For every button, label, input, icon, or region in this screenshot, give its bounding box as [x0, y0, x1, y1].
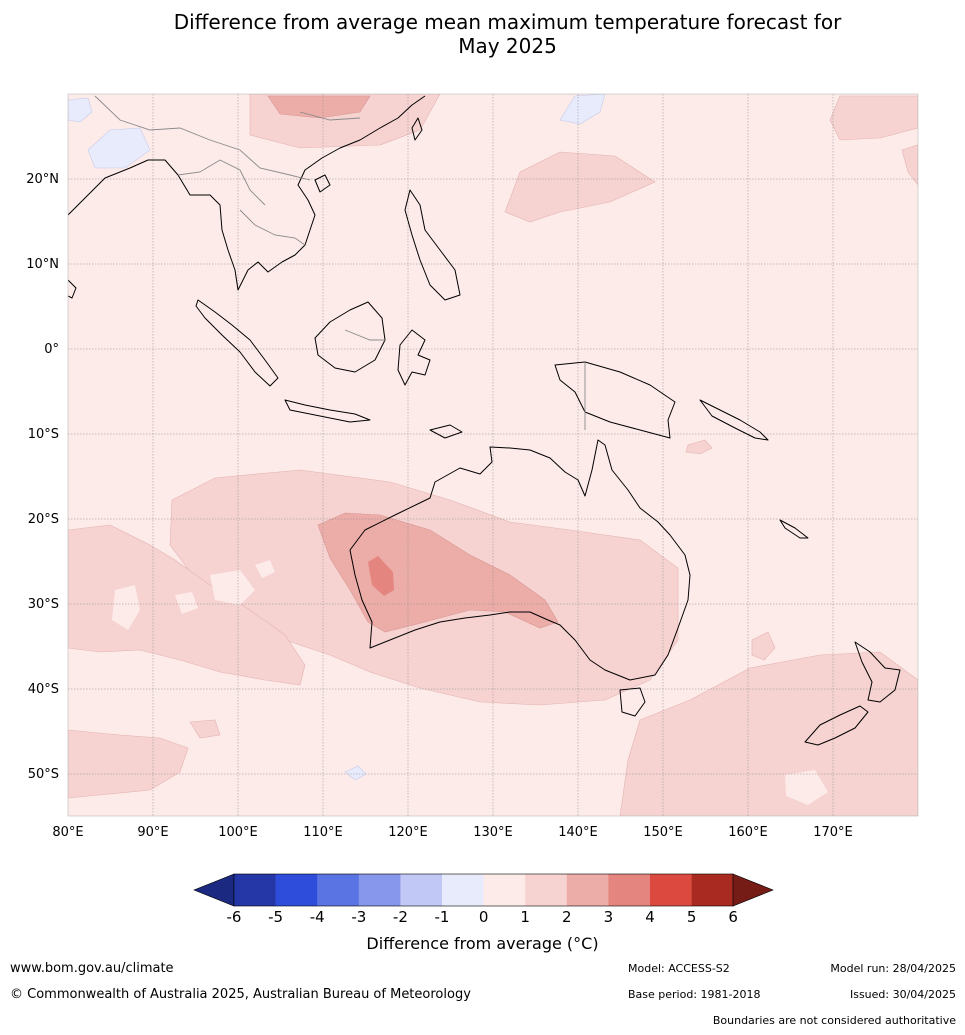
base-period: Base period: 1981-2018 — [628, 988, 761, 1001]
anomaly-2-3-regions — [267, 95, 559, 633]
map-title: Difference from average mean maximum tem… — [0, 10, 965, 58]
lon-label: 170°E — [813, 825, 853, 840]
colorbar-label: Difference from average (°C) — [366, 934, 599, 953]
lon-label: 130°E — [473, 825, 513, 840]
sumatra-coastline — [195, 299, 279, 387]
colorbar-tick-labels: -6 -5 -4 -3 -2 -1 0 1 2 3 4 5 6 — [227, 908, 738, 926]
colorbar-tick-label: 3 — [604, 908, 614, 926]
model-run-date: Model run: 28/04/2025 — [830, 962, 956, 975]
colorbar-tick-label: -3 — [351, 908, 366, 926]
java-coastline — [284, 399, 371, 423]
title-line-2: May 2025 — [458, 34, 557, 58]
colorbar-cells — [233, 873, 734, 907]
anomaly-negative-regions — [68, 94, 606, 781]
colorbar-tick-label: -5 — [268, 908, 283, 926]
colorbar-cell — [317, 874, 360, 906]
colorbar-cell — [275, 874, 318, 906]
new-caledonia-coastline — [779, 519, 809, 539]
colorbar-cell — [400, 874, 443, 906]
colorbar-tick-label: 0 — [479, 908, 489, 926]
colorbar-tick-label: 2 — [562, 908, 572, 926]
lon-label: 90°E — [137, 825, 168, 840]
lat-label: 10°N — [26, 257, 59, 272]
title-line-1: Difference from average mean maximum tem… — [173, 10, 842, 34]
map-panel — [68, 94, 918, 816]
hainan-coastline — [314, 174, 331, 193]
colorbar: -6 -5 -4 -3 -2 -1 0 1 2 3 4 5 6 — [193, 873, 774, 926]
lon-label: 150°E — [643, 825, 683, 840]
colorbar-cell — [234, 874, 276, 906]
copyright-notice: © Commonwealth of Australia 2025, Austra… — [10, 987, 471, 1002]
colorbar-tick-label: -1 — [435, 908, 450, 926]
lon-label: 110°E — [303, 825, 343, 840]
colorbar-tick-label: -2 — [393, 908, 408, 926]
lat-label: 50°S — [28, 767, 59, 782]
colorbar-tick-label: 4 — [645, 908, 655, 926]
lat-label: 20°N — [26, 172, 59, 187]
colorbar-cell — [566, 874, 609, 906]
colorbar-cell — [525, 874, 568, 906]
lat-label: 10°S — [28, 427, 59, 442]
lat-label: 40°S — [28, 682, 59, 697]
lat-label: 0° — [44, 342, 59, 357]
map-frame — [67, 93, 919, 817]
colorbar-cell — [442, 874, 484, 906]
australia-coastline — [349, 439, 691, 681]
tasmania-coastline — [619, 687, 646, 717]
sri-lanka-coastline — [68, 279, 77, 299]
issued-date: Issued: 30/04/2025 — [849, 988, 956, 1001]
lat-label: 30°S — [28, 597, 59, 612]
colorbar-cell — [608, 874, 651, 906]
country-borders — [94, 95, 586, 430]
new-guinea-coastline — [554, 361, 676, 439]
longitude-labels: 80°E 90°E 100°E 110°E 120°E 130°E 140°E … — [52, 825, 852, 840]
lon-label: 160°E — [728, 825, 768, 840]
colorbar-cell — [650, 874, 692, 906]
lon-label: 120°E — [388, 825, 428, 840]
timor-coastline — [429, 424, 463, 439]
lon-label: 80°E — [52, 825, 83, 840]
colorbar-over-arrow — [732, 873, 774, 907]
new-zealand-south-coastline — [804, 705, 869, 746]
solomon-islands-coastline — [699, 399, 769, 441]
colorbar-tick-label: 6 — [728, 908, 738, 926]
anomaly-3-4-region — [368, 556, 394, 596]
coastlines — [68, 95, 901, 746]
asia-mainland-coastline — [68, 95, 426, 291]
colorbar-cell — [691, 874, 734, 906]
colorbar-cell — [483, 874, 526, 906]
sulawesi-coastline — [397, 329, 431, 386]
colorbar-tick-label: 1 — [520, 908, 530, 926]
colorbar-cell — [358, 874, 401, 906]
boundaries-disclaimer: Boundaries are not considered authoritat… — [712, 1014, 956, 1027]
philippines-coastline — [404, 189, 461, 301]
anomaly-0-1-holes — [112, 560, 828, 805]
lat-label: 20°S — [28, 512, 59, 527]
gridlines — [68, 94, 918, 816]
taiwan-coastline — [411, 117, 423, 141]
lon-label: 140°E — [558, 825, 598, 840]
website-link[interactable]: www.bom.gov.au/climate — [10, 961, 174, 976]
colorbar-under-arrow — [193, 873, 235, 907]
new-zealand-north-coastline — [854, 641, 901, 703]
colorbar-tick-label: 5 — [687, 908, 697, 926]
lon-label: 100°E — [218, 825, 258, 840]
colorbar-tick-label: -4 — [310, 908, 325, 926]
model-name: Model: ACCESS-S2 — [628, 962, 730, 975]
colorbar-tick-label: -6 — [227, 908, 242, 926]
latitude-labels: 20°N 10°N 0° 10°S 20°S 30°S 40°S 50°S — [26, 172, 59, 782]
